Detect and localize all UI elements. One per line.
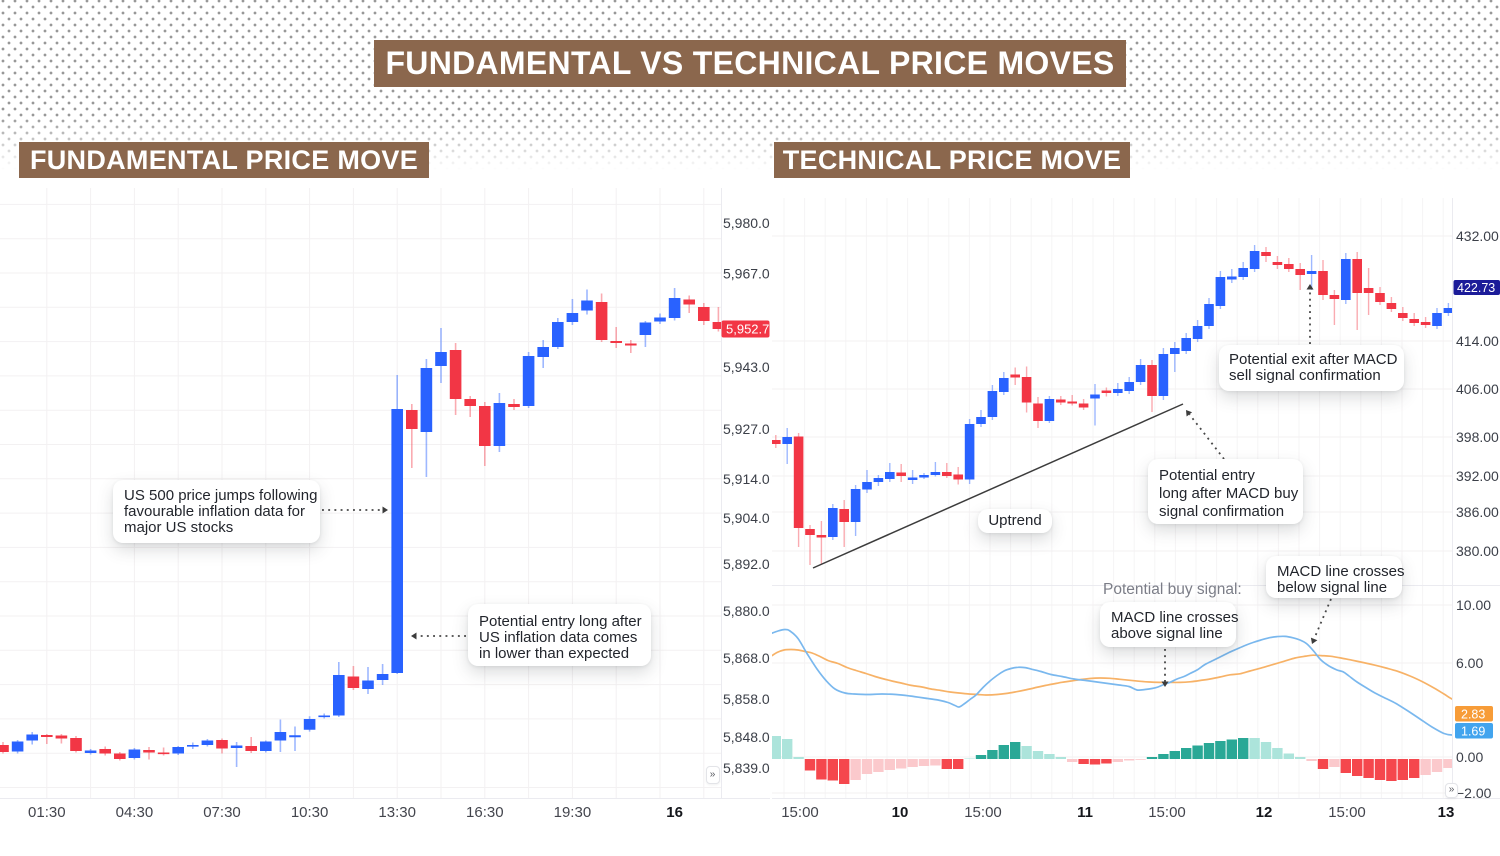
svg-text:5,848.0: 5,848.0	[723, 729, 770, 745]
svg-text:5,980.0: 5,980.0	[723, 215, 770, 231]
svg-text:406.00: 406.00	[1456, 381, 1499, 397]
svg-text:10.00: 10.00	[1456, 597, 1491, 613]
svg-text:16:30: 16:30	[466, 804, 504, 821]
svg-text:5,880.0: 5,880.0	[723, 603, 770, 619]
svg-text:15:00: 15:00	[781, 804, 819, 821]
svg-text:432.00: 432.00	[1456, 228, 1499, 244]
svg-text:5,858.0: 5,858.0	[723, 691, 770, 707]
svg-text:1.69: 1.69	[1461, 725, 1485, 739]
svg-text:04:30: 04:30	[116, 804, 154, 821]
svg-text:16: 16	[666, 804, 683, 821]
svg-text:11: 11	[1077, 804, 1093, 821]
svg-text:398.00: 398.00	[1456, 429, 1499, 445]
svg-text:01:30: 01:30	[28, 804, 66, 821]
svg-text:6.00: 6.00	[1456, 655, 1483, 671]
svg-text:13:30: 13:30	[378, 804, 416, 821]
svg-text:2.83: 2.83	[1461, 708, 1485, 722]
svg-text:5,943.0: 5,943.0	[723, 359, 770, 375]
svg-text:0.00: 0.00	[1456, 749, 1483, 765]
svg-text:5,839.0: 5,839.0	[723, 760, 770, 776]
svg-text:15:00: 15:00	[1328, 804, 1366, 821]
svg-text:−2.00: −2.00	[1456, 785, 1492, 801]
svg-text:5,892.0: 5,892.0	[723, 556, 770, 572]
svg-text:392.00: 392.00	[1456, 468, 1499, 484]
svg-text:380.00: 380.00	[1456, 543, 1499, 559]
svg-text:19:30: 19:30	[554, 804, 592, 821]
svg-text:414.00: 414.00	[1456, 333, 1499, 349]
svg-text:07:30: 07:30	[203, 804, 241, 821]
svg-text:13: 13	[1438, 804, 1455, 821]
svg-text:5,967.0: 5,967.0	[723, 266, 770, 282]
svg-text:5,927.0: 5,927.0	[723, 421, 770, 437]
svg-text:15:00: 15:00	[964, 804, 1002, 821]
svg-text:15:00: 15:00	[1148, 804, 1186, 821]
svg-text:5,904.0: 5,904.0	[723, 510, 770, 526]
svg-text:10:30: 10:30	[291, 804, 329, 821]
svg-text:10: 10	[892, 804, 909, 821]
svg-text:5,952.7: 5,952.7	[726, 322, 769, 337]
svg-text:5,914.0: 5,914.0	[723, 471, 770, 487]
svg-text:5,868.0: 5,868.0	[723, 650, 770, 666]
svg-text:12: 12	[1256, 804, 1273, 821]
svg-text:422.73: 422.73	[1457, 281, 1495, 295]
svg-text:386.00: 386.00	[1456, 504, 1499, 520]
